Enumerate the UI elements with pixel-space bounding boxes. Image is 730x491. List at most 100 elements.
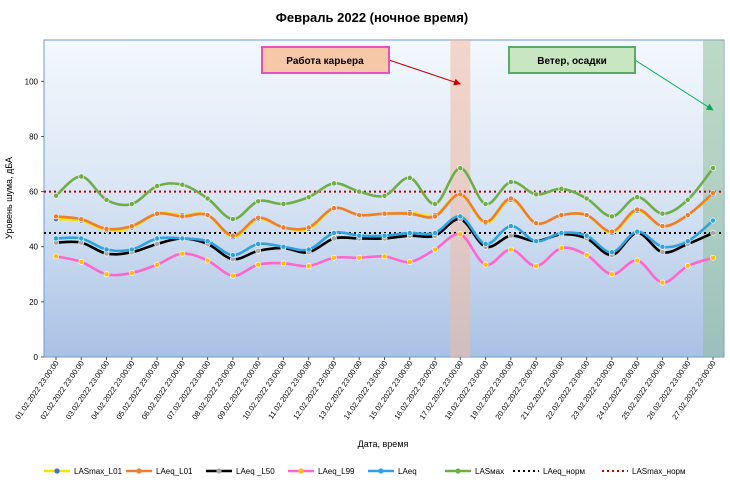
data-point-5-6 [204, 195, 211, 202]
data-point-1-15 [432, 213, 438, 220]
data-point-4-9 [280, 243, 287, 250]
data-point-3-11 [331, 254, 337, 261]
data-point-3-6 [204, 257, 211, 264]
data-point-4-16 [457, 213, 464, 220]
data-point-5-8 [255, 198, 262, 205]
data-point-3-5 [179, 250, 186, 257]
y-tick-label-1: 20 [29, 298, 38, 307]
data-point-3-23 [634, 257, 641, 264]
data-point-4-20 [558, 230, 565, 236]
legend-label-6: LAeq_норм [543, 467, 585, 476]
annotation-arrow-0 [388, 59, 461, 86]
data-point-4-6 [204, 238, 211, 245]
data-point-5-18 [507, 179, 514, 185]
legend-marker-5 [455, 468, 461, 474]
data-point-2-11 [331, 235, 337, 242]
annotation-box-0 [261, 46, 390, 74]
data-point-3-8 [255, 261, 262, 268]
legend-label-5: LASмах [475, 467, 504, 476]
data-point-4-18 [507, 223, 514, 229]
data-point-3-10 [305, 263, 312, 269]
data-point-1-3 [128, 223, 135, 229]
y-axis-label: Уровень шума, дБА [4, 157, 14, 239]
data-point-3-7 [229, 272, 236, 279]
data-point-2-26 [710, 230, 716, 236]
data-point-3-24 [659, 279, 666, 286]
data-point-5-23 [634, 194, 641, 201]
data-point-4-14 [406, 230, 413, 236]
legend-marker-3 [298, 468, 304, 474]
data-point-1-10 [305, 224, 312, 231]
data-point-5-12 [356, 188, 363, 195]
series-1 [53, 190, 716, 239]
data-point-3-2 [103, 271, 110, 278]
data-point-4-2 [103, 246, 110, 253]
x-axis-label: Дата, время [358, 439, 409, 449]
data-point-3-4 [154, 261, 160, 268]
data-point-2-8 [255, 247, 262, 254]
data-point-1-4 [154, 210, 160, 217]
data-point-4-5 [179, 235, 186, 242]
chart-title: Февраль 2022 (ночное время) [276, 10, 468, 25]
data-point-4-24 [659, 243, 666, 250]
data-point-5-7 [229, 216, 236, 223]
legend-label-3: LAeq_L99 [318, 467, 355, 476]
legend-label-1: LAeq_L01 [156, 467, 193, 476]
data-point-1-22 [609, 228, 615, 235]
data-point-3-13 [381, 253, 388, 260]
data-point-5-4 [154, 183, 160, 189]
data-point-5-9 [280, 201, 287, 207]
series-3 [53, 231, 716, 286]
data-point-4-13 [381, 232, 388, 239]
data-point-3-15 [432, 246, 438, 253]
data-point-4-23 [634, 228, 641, 235]
data-point-3-20 [558, 245, 565, 252]
data-point-4-10 [305, 246, 312, 253]
y-tick-label-4: 80 [29, 132, 38, 141]
data-point-4-22 [609, 249, 615, 256]
data-point-1-13 [381, 210, 388, 217]
data-point-1-26 [710, 190, 716, 196]
data-point-3-19 [533, 263, 540, 269]
data-point-5-10 [305, 194, 312, 201]
data-point-3-14 [406, 258, 413, 265]
data-point-1-1 [78, 216, 85, 223]
legend-label-7: LASmax_норм [632, 467, 686, 476]
series-5 [53, 165, 716, 223]
legend: LASmax_L01 LAeq_L01 LAeq _L50 LAeq_L99 LAeq L… [44, 467, 686, 476]
data-point-5-24 [659, 210, 666, 217]
data-point-5-16 [457, 165, 464, 172]
data-point-2-4 [154, 241, 160, 247]
data-point-5-2 [103, 196, 110, 203]
data-point-5-1 [78, 173, 85, 180]
data-point-5-20 [558, 185, 565, 192]
data-point-5-14 [406, 174, 413, 181]
legend-marker-2 [216, 468, 222, 474]
legend-marker-1 [136, 468, 142, 474]
data-point-5-11 [331, 180, 337, 187]
data-point-1-0 [53, 213, 59, 220]
series-4 [53, 213, 716, 258]
data-point-4-0 [53, 235, 59, 242]
annotation-text-1: Ветер, осадки [537, 56, 607, 67]
data-point-1-11 [331, 205, 337, 212]
legend-marker-4 [378, 468, 384, 474]
data-point-1-2 [103, 225, 110, 232]
data-point-1-20 [558, 212, 565, 218]
data-point-4-21 [583, 232, 590, 239]
annotation-box-1 [508, 46, 636, 74]
data-point-5-17 [482, 201, 489, 207]
data-point-2-18 [507, 232, 514, 239]
data-point-3-18 [507, 246, 514, 253]
data-point-4-4 [154, 235, 160, 242]
annotation-arrow-1 [634, 59, 714, 111]
data-point-1-6 [204, 212, 211, 218]
data-point-3-22 [609, 271, 615, 278]
x-tick-label-0: 01.02.2022 23:00:00 [13, 359, 60, 421]
data-point-4-1 [78, 235, 85, 242]
data-point-5-15 [432, 201, 438, 207]
data-point-3-12 [356, 254, 363, 261]
data-point-5-0 [53, 192, 59, 199]
data-point-1-24 [659, 223, 666, 229]
data-point-5-3 [128, 201, 135, 207]
